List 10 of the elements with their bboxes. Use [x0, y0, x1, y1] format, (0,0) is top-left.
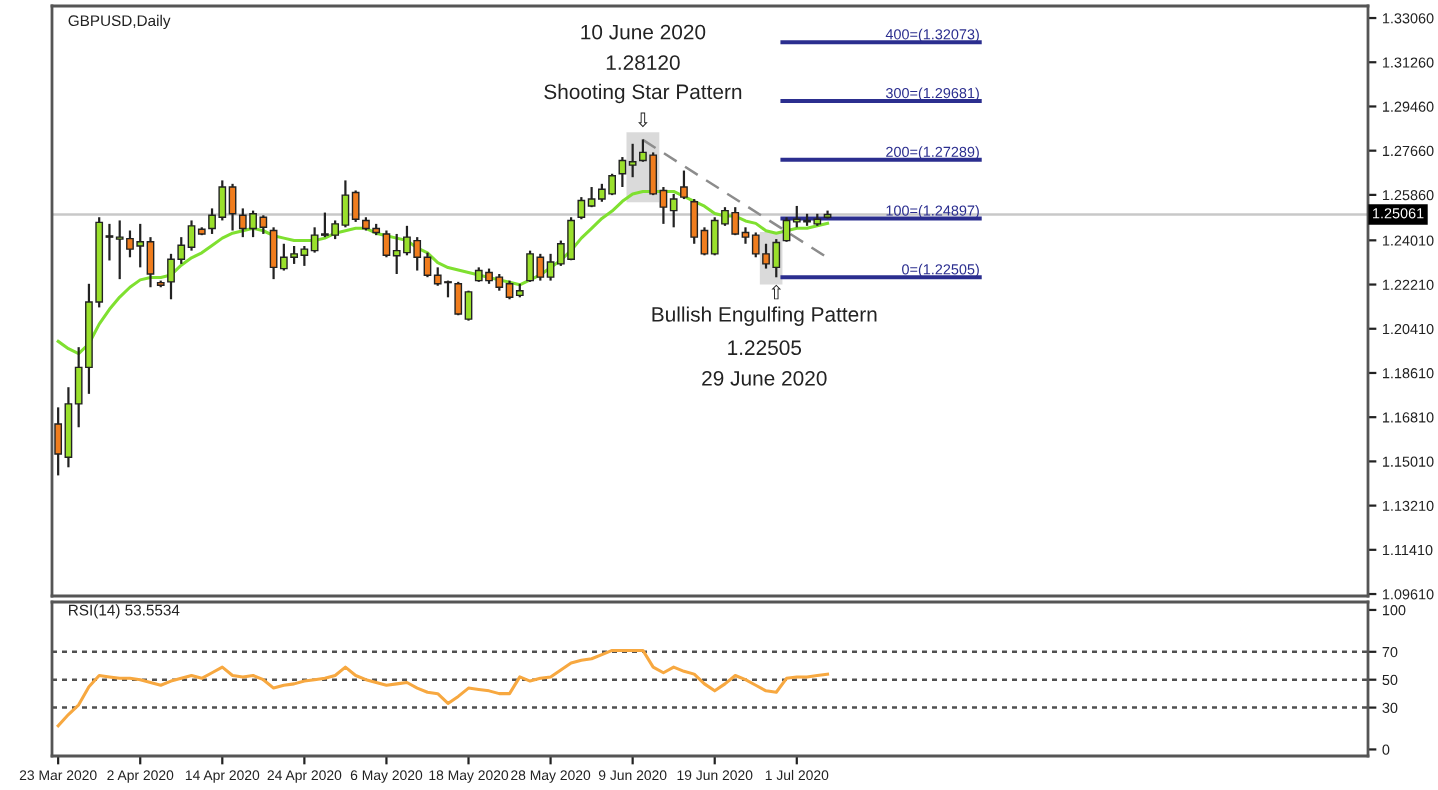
line-series	[56, 648, 830, 728]
annotation: 1.22505	[728, 340, 802, 356]
annotation: ⇩	[638, 112, 648, 128]
annotation: Bullish Engulfing Pattern	[652, 306, 877, 326]
annotation: 29 June 2020	[702, 370, 827, 386]
annotation: 10 June 2020	[581, 24, 706, 40]
annotation: Shooting Star Pattern	[544, 83, 742, 104]
annotation: ⇧	[771, 284, 782, 300]
candlestick	[680, 169, 688, 201]
annotation: 1.28120	[606, 55, 680, 70]
